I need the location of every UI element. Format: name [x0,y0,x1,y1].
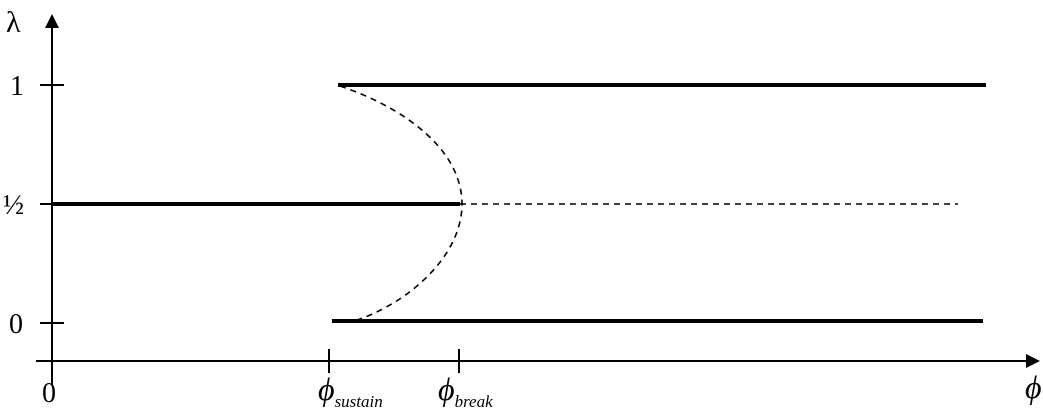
unstable-fold-curve [339,85,463,322]
x-tick-label-sustain-symbol: ϕ [318,371,335,407]
x-tick-label-break: ϕbreak [438,371,493,411]
x-tick-label-sustain: ϕsustain [318,371,383,411]
y-tick-label-half: ½ [3,190,24,221]
x-axis-label: ϕ [1025,369,1042,405]
x-tick-label-break-symbol: ϕ [438,371,455,407]
x-tick-label-break-subscript: break [455,392,494,411]
y-axis-label: λ [6,6,21,39]
y-tick-label-one: 1 [10,71,24,102]
x-tick-label-sustain-subscript: sustain [335,392,383,411]
y-tick-label-zero: 0 [9,309,23,340]
x-origin-label: 0 [42,378,56,409]
